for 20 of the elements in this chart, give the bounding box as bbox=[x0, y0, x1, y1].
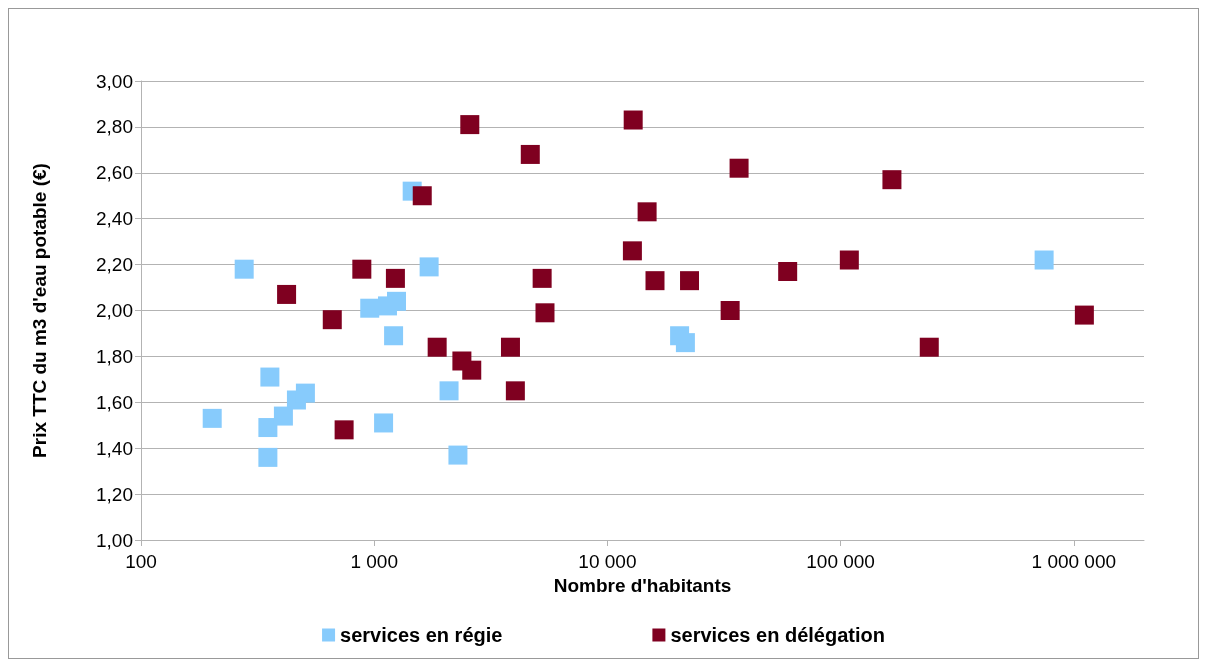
y-tick-label: 1,40 bbox=[96, 437, 133, 459]
y-tick-label: 1,20 bbox=[96, 483, 133, 505]
x-tick-label: 10 000 bbox=[578, 551, 637, 572]
x-axis-title: Nombre d'habitants bbox=[553, 574, 732, 596]
y-tick-label: 2,60 bbox=[96, 162, 133, 184]
y-tick-label: 2,00 bbox=[96, 300, 133, 321]
legend-label: services en délégation bbox=[670, 624, 885, 646]
legend-label: services en régie bbox=[340, 624, 503, 646]
y-tick-label: 2,20 bbox=[96, 254, 133, 276]
y-tick-label: 1,00 bbox=[96, 529, 133, 551]
x-tick-label: 100 000 bbox=[806, 551, 875, 572]
y-tick-label: 1,60 bbox=[96, 391, 133, 413]
y-tick-label: 2,80 bbox=[96, 116, 133, 138]
x-tick-label: 100 bbox=[125, 551, 157, 572]
x-tick-label: 1 000 000 bbox=[1031, 551, 1117, 572]
x-tick-label: 1 000 bbox=[350, 551, 398, 572]
y-tick-label: 1,80 bbox=[96, 345, 133, 367]
y-tick-label: 2,40 bbox=[96, 208, 133, 230]
y-tick-label: 3,00 bbox=[96, 70, 133, 92]
y-axis-title: Prix TTC du m3 d'eau potable (€) bbox=[29, 163, 50, 458]
